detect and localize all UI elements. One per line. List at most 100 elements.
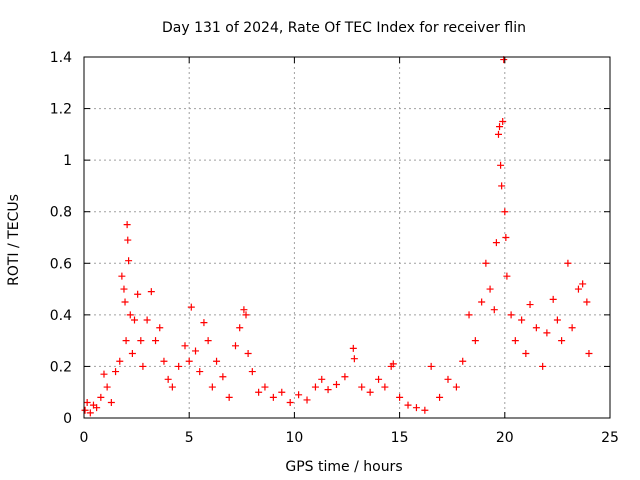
data-point [543,329,551,337]
data-point [248,368,256,376]
data-point [311,383,319,391]
data-point [350,355,358,363]
data-point [225,393,233,401]
plot-border [83,56,611,419]
data-point [204,337,212,345]
data-point [532,324,540,332]
data-point [358,383,366,391]
x-tick-label: 15 [391,430,409,446]
data-point [175,362,183,370]
data-point [83,399,91,407]
data-point [192,347,200,355]
y-tick-label: 1 [63,153,72,169]
data-point [499,117,507,125]
data-point [492,239,500,247]
data-point [100,370,108,378]
data-point [564,259,572,267]
data-point [497,161,505,169]
data-point [122,337,130,345]
data-point [240,306,248,314]
x-tick-label: 20 [496,430,514,446]
data-point [332,380,340,388]
data-point [185,357,193,365]
data-point [137,337,145,345]
data-point [124,236,132,244]
data-point [444,375,452,383]
data-point [490,306,498,314]
data-point [107,399,115,407]
data-point [452,383,460,391]
y-tick-label: 1.2 [50,102,72,118]
data-point [478,298,486,306]
data-point [526,301,534,309]
data-point [97,393,105,401]
data-point [168,383,176,391]
data-point [436,393,444,401]
data-point [118,272,126,280]
data-point [244,350,252,358]
y-tick-label: 0.2 [50,359,72,375]
data-point [583,298,591,306]
data-point [208,383,216,391]
data-point [128,350,136,358]
data-point [120,285,128,293]
data-point [130,316,138,324]
data-point [164,375,172,383]
data-point [187,303,195,311]
x-tick-label: 25 [601,430,619,446]
data-point [341,373,349,381]
data-point [121,298,129,306]
data-point [412,404,420,412]
data-point [518,316,526,324]
y-tick-label: 1.4 [50,50,72,66]
data-point [295,391,303,399]
plot-frame [83,56,611,419]
y-tick-label: 0.4 [50,308,72,324]
data-point [396,393,404,401]
data-point [459,357,467,365]
chart-title: Day 131 of 2024, Rate Of TEC Index for r… [162,20,526,36]
data-point [503,272,511,280]
data-point [242,311,250,319]
y-axis-label: ROTI / TECUs [6,194,22,286]
data-point [318,375,326,383]
data-point [152,337,160,345]
data-point [585,350,593,358]
y-tick-label: 0.6 [50,256,72,272]
data-point [261,383,269,391]
data-point [366,388,374,396]
data-point [125,257,133,265]
data-point [269,393,277,401]
data-point [498,182,506,190]
data-point [219,373,227,381]
data-point [553,316,561,324]
data-point [143,316,151,324]
data-point [511,337,519,345]
data-point [375,375,383,383]
data-point [568,324,576,332]
data-point [522,350,530,358]
data-point [549,295,557,303]
data-point [123,221,131,229]
data-point [231,342,239,350]
data-point [381,383,389,391]
data-point [465,311,473,319]
data-point [126,311,134,319]
data-point [196,368,204,376]
data-point [160,357,168,365]
data-point [574,285,582,293]
data-point [147,288,155,296]
x-tick-label: 0 [80,430,89,446]
data-point [502,234,510,241]
data-point [181,342,189,350]
data-point [324,386,332,394]
data-point [404,401,412,409]
data-point [81,406,89,414]
data-point [486,285,494,293]
data-point [482,259,490,267]
data-point [156,324,164,332]
data-points [81,56,593,417]
data-point [93,404,101,412]
